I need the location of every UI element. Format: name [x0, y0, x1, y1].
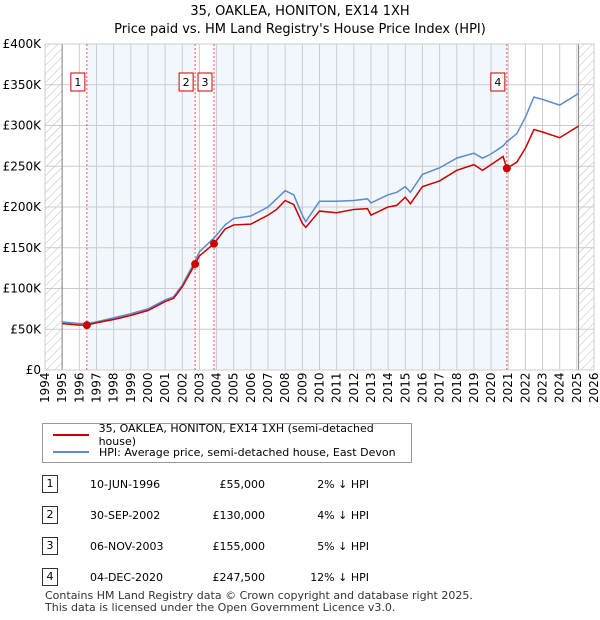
y-tick-label: £200K [3, 200, 43, 214]
transaction-date: 06-NOV-2003 [90, 540, 164, 553]
transaction-marker: 1 [42, 475, 58, 493]
x-tick-label: 2005 [227, 372, 241, 403]
x-tick-label: 2001 [158, 372, 172, 403]
y-tick-label: £0 [26, 363, 41, 377]
transaction-row: 3 06-NOV-2003 £155,000 5% ↓ HPI [0, 537, 600, 557]
x-tick-label: 1994 [38, 372, 52, 403]
transaction-hpi: 12% ↓ HPI [310, 571, 369, 584]
x-tick-label: 2015 [398, 372, 412, 403]
x-tick-label: 2012 [347, 372, 361, 403]
transaction-row: 1 10-JUN-1996 £55,000 2% ↓ HPI [0, 475, 600, 495]
x-tick-label: 2018 [450, 372, 464, 403]
transaction-date: 30-SEP-2002 [90, 509, 161, 522]
sale-label-box [178, 72, 194, 92]
plot-border [44, 43, 595, 371]
x-tick-label: 2009 [295, 372, 309, 403]
transaction-price: £247,500 [212, 571, 266, 584]
legend-item-hpi: HPI: Average price, semi-detached house,… [53, 444, 396, 460]
legend: 35, OAKLEA, HONITON, EX14 1XH (semi-deta… [42, 422, 412, 463]
y-tick-label: £100K [3, 282, 43, 296]
sale-label-box [70, 72, 86, 92]
x-tick-label: 2002 [175, 372, 189, 403]
x-tick-label: 2016 [415, 372, 429, 403]
x-tick-label: 1997 [89, 372, 103, 403]
legend-label: 35, OAKLEA, HONITON, EX14 1XH (semi-deta… [98, 422, 374, 448]
x-tick-label: 2004 [210, 372, 224, 403]
transaction-hpi: 2% ↓ HPI [317, 478, 369, 491]
sale-label: 2 [183, 76, 190, 89]
chart-subtitle: Price paid vs. HM Land Registry's House … [114, 22, 486, 37]
sale-point [209, 239, 218, 248]
y-tick-label: £150K [3, 241, 43, 255]
x-tick-label: 1999 [124, 372, 138, 403]
legend-item-property: 35, OAKLEA, HONITON, EX14 1XH (semi-deta… [53, 422, 411, 448]
transaction-row: 4 04-DEC-2020 £247,500 12% ↓ HPI [0, 568, 600, 588]
x-tick-label: 2007 [261, 372, 275, 403]
sale-point [502, 164, 511, 173]
x-tick-label: 2026 [587, 372, 600, 403]
x-tick-label: 2011 [330, 372, 344, 403]
x-tick-label: 2023 [536, 372, 550, 403]
x-tick-label: 2003 [192, 372, 206, 403]
footer-copyright: Contains HM Land Registry data © Crown c… [45, 589, 473, 602]
x-tick-label: 2006 [244, 372, 258, 403]
y-tick-label: £300K [3, 119, 43, 133]
transaction-price: £55,000 [219, 478, 266, 491]
y-tick-label: £50K [10, 322, 42, 336]
x-tick-label: 2019 [467, 372, 481, 403]
transaction-hpi: 4% ↓ HPI [317, 509, 369, 522]
transaction-marker: 3 [42, 537, 58, 555]
legend-label: HPI: Average price, semi-detached house,… [99, 445, 396, 459]
hpi-line [62, 92, 580, 325]
y-tick-label: £350K [3, 78, 43, 92]
x-tick-label: 2025 [570, 372, 584, 403]
price-chart: 1994 1995 1996 1997 1998 1999 2000 2001 2002 2003… [3, 37, 600, 403]
transaction-row: 2 30-SEP-2002 £130,000 4% ↓ HPI [0, 506, 600, 526]
x-tick-label: 2008 [278, 372, 292, 403]
x-tick-label: 2013 [364, 372, 378, 403]
transaction-date: 10-JUN-1996 [90, 478, 161, 491]
transaction-hpi: 5% ↓ HPI [317, 540, 369, 553]
footer-licence: This data is licensed under the Open Gov… [45, 601, 396, 614]
y-tick-label: £400K [3, 37, 43, 51]
sale-label-box [490, 72, 506, 92]
sale-label: 3 [201, 76, 208, 89]
y-tick-label: £250K [3, 159, 43, 173]
x-tick-label: 2022 [518, 372, 532, 403]
transaction-date: 04-DEC-2020 [90, 571, 164, 584]
sale-point [82, 321, 91, 330]
transaction-marker: 2 [42, 506, 58, 524]
x-tick-label: 1998 [107, 372, 121, 403]
transaction-marker: 4 [42, 568, 58, 586]
x-tick-label: 2021 [501, 372, 515, 403]
x-tick-label: 2000 [141, 372, 155, 403]
x-tick-label: 2017 [433, 372, 447, 403]
x-tick-label: 2024 [553, 372, 567, 403]
chart-title: 35, OAKLEA, HONITON, EX14 1XH [190, 4, 410, 19]
sale-label-box [197, 72, 213, 92]
transaction-price: £130,000 [212, 509, 266, 522]
x-tick-label: 2020 [484, 372, 498, 403]
sale-label: 4 [494, 76, 501, 89]
transaction-price: £155,000 [212, 540, 266, 553]
sale-point [191, 260, 200, 269]
price-paid-line [62, 125, 579, 326]
sale-label: 1 [74, 76, 81, 89]
x-tick-label: 2010 [313, 372, 327, 403]
x-tick-label: 1995 [55, 372, 69, 403]
x-tick-label: 2014 [381, 372, 395, 403]
x-tick-label: 1996 [72, 372, 86, 403]
